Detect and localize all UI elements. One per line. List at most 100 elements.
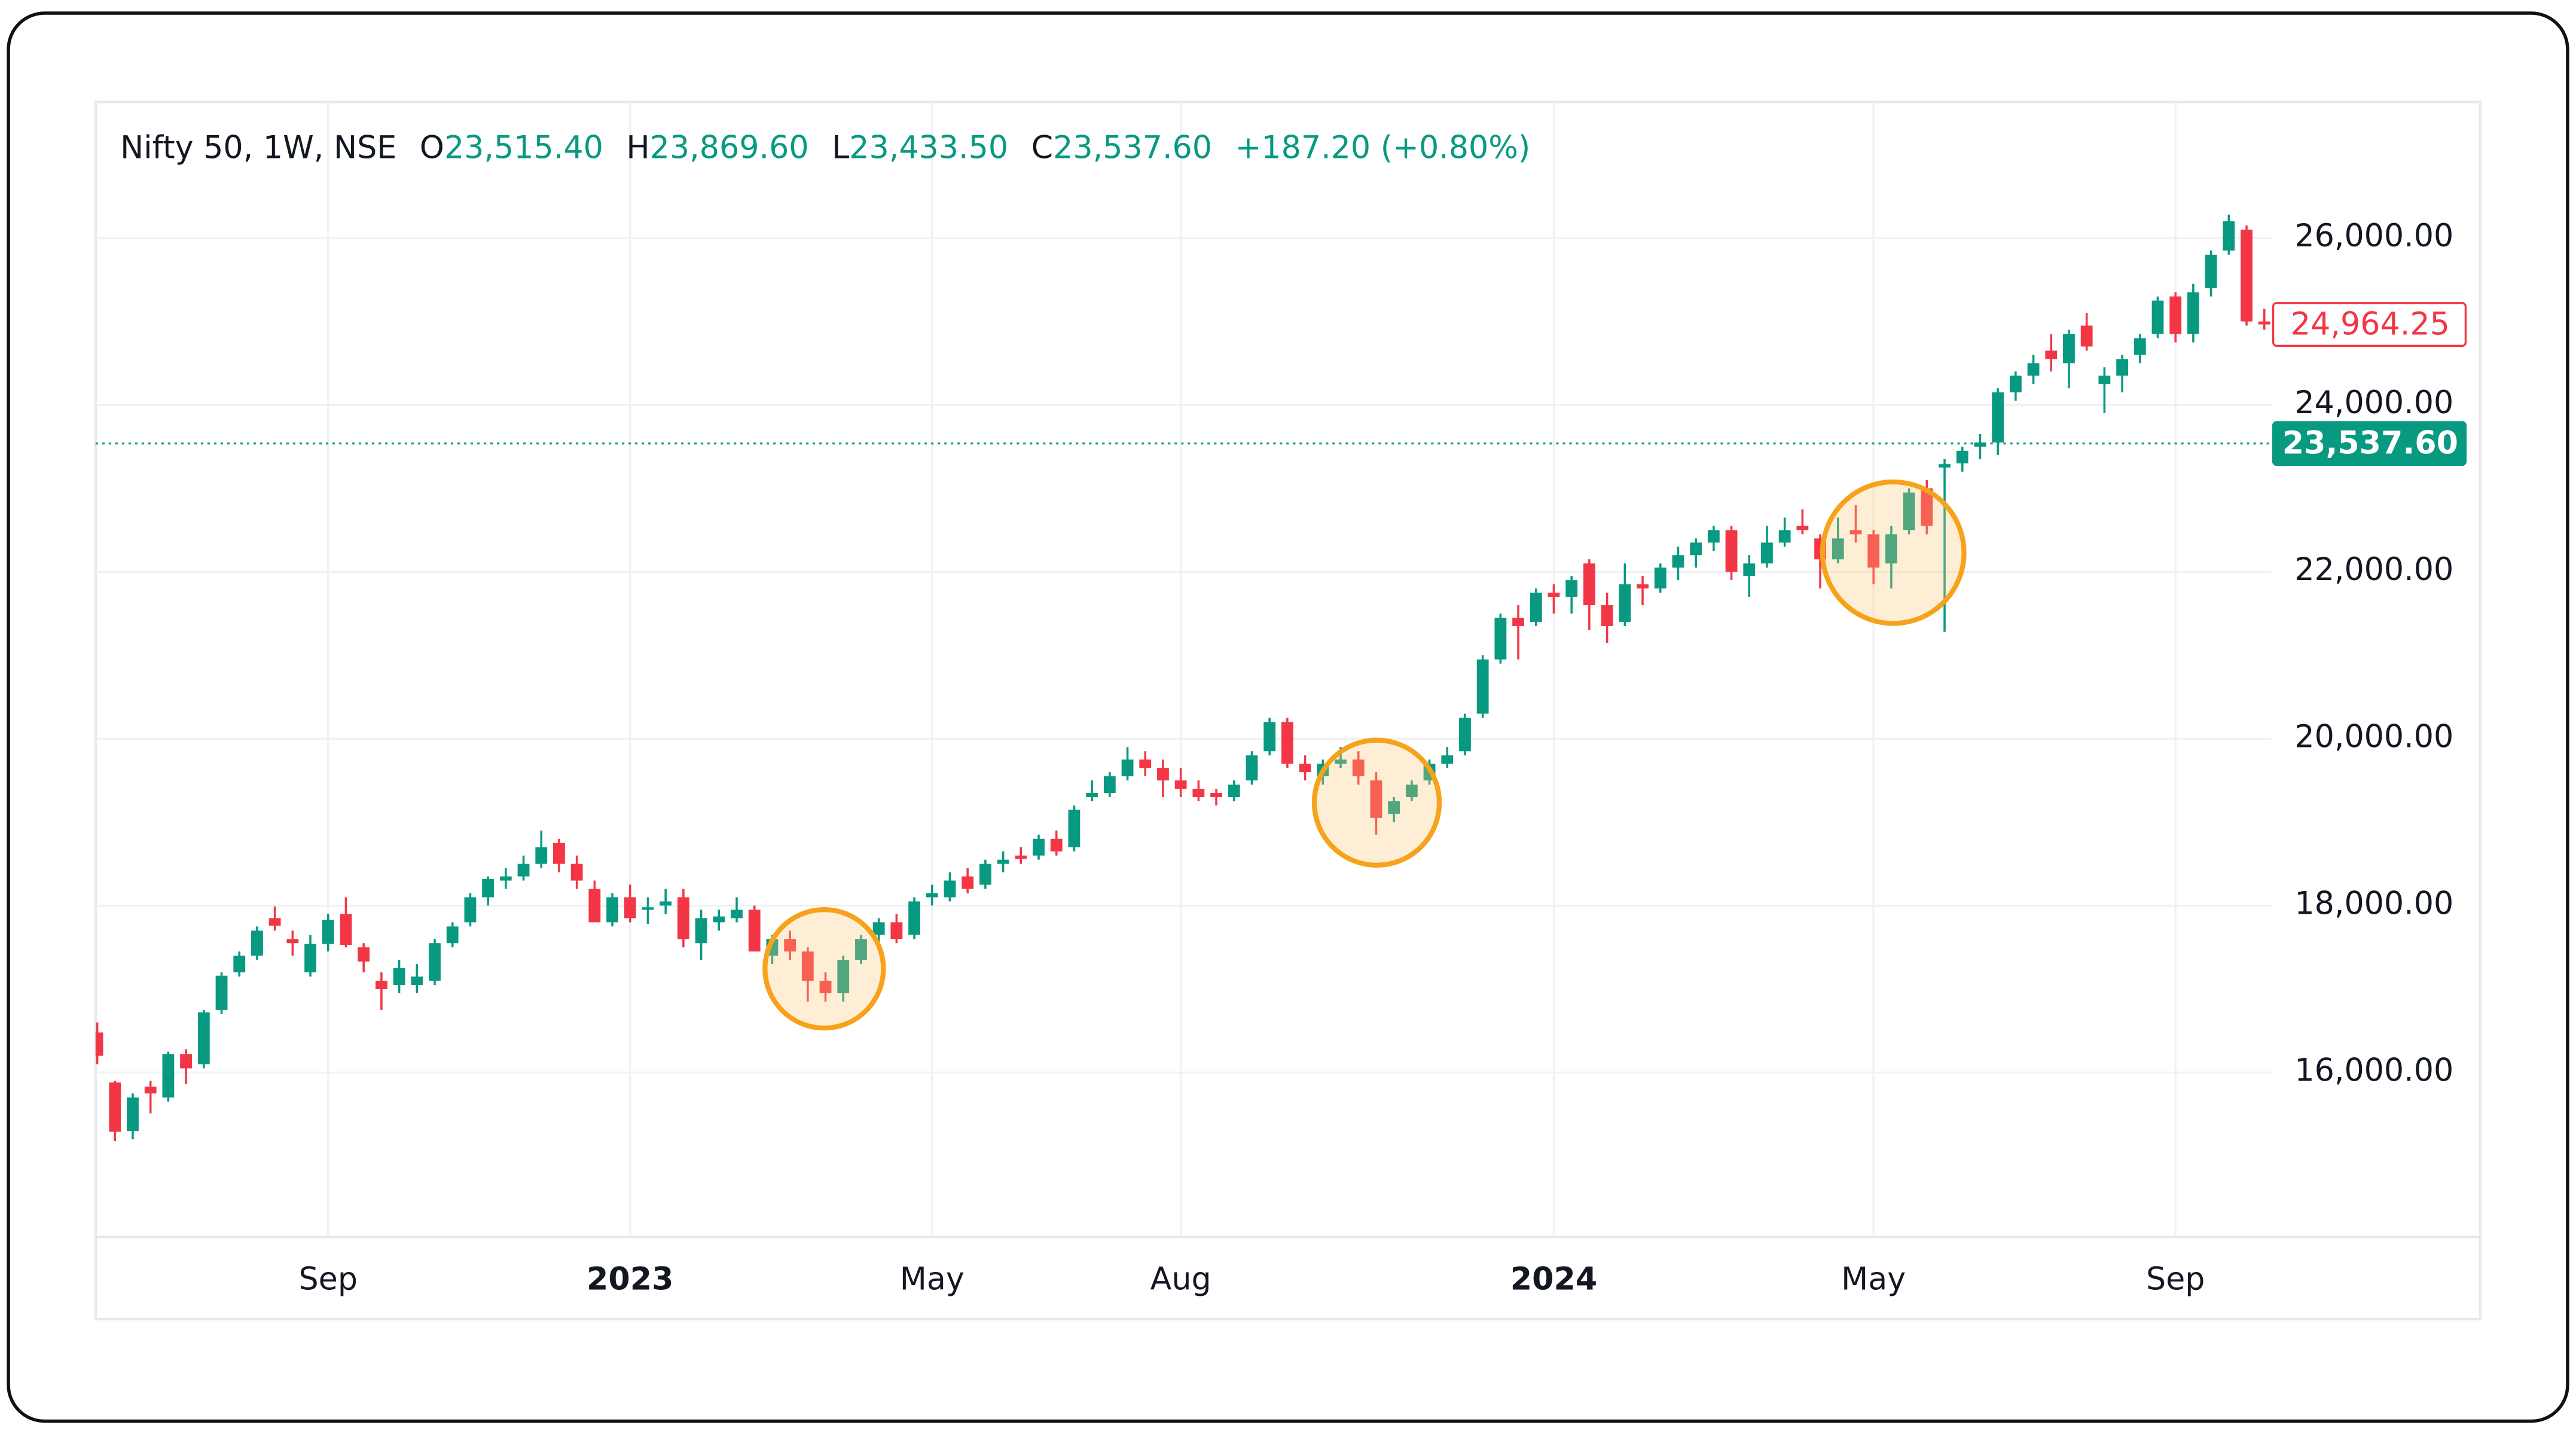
candle-body	[162, 1054, 175, 1098]
candle-body	[1139, 759, 1152, 768]
candle-body	[304, 944, 316, 973]
candle-body	[2027, 363, 2040, 376]
candle-body	[677, 897, 689, 939]
candle-body	[2080, 325, 2093, 347]
candle-body	[1121, 759, 1134, 777]
candle-body	[358, 947, 370, 962]
candle-body	[1707, 530, 1720, 543]
candle-body	[1654, 567, 1667, 589]
legend-value: 23,515.40	[444, 129, 603, 166]
candle-body	[517, 864, 530, 877]
highlight-circle	[1820, 479, 1967, 626]
candle-body	[1246, 755, 1258, 781]
candle-body	[1050, 838, 1063, 852]
candle-body	[1530, 593, 1542, 622]
candle-body	[2223, 221, 2235, 251]
candle-body	[2116, 359, 2128, 376]
y-tick-label: 20,000.00	[2294, 718, 2453, 755]
candle-body	[1299, 764, 1311, 773]
candle-body	[1992, 392, 2004, 443]
candle-body	[1637, 584, 1649, 589]
candle-body	[872, 922, 885, 935]
highlights	[762, 479, 1967, 1031]
candle-body	[784, 939, 796, 952]
x-tick-label: Sep	[299, 1261, 358, 1298]
candle-body	[962, 876, 974, 889]
candle-body	[2063, 334, 2075, 364]
y-tick-label: 18,000.00	[2294, 885, 2453, 922]
price-label: 23,537.60	[2282, 425, 2458, 461]
candle-body	[1690, 542, 1702, 556]
candle-body	[2241, 230, 2253, 322]
candle-body	[890, 922, 903, 939]
candle-body	[1210, 793, 1222, 797]
y-tick-label: 22,000.00	[2294, 551, 2453, 588]
candle-body	[606, 897, 618, 923]
candle-body	[429, 943, 441, 981]
candle-body	[979, 864, 991, 885]
candle-body	[127, 1097, 139, 1131]
candle-body	[553, 843, 565, 864]
candle-body	[588, 889, 601, 923]
price-label: 24,964.25	[2291, 306, 2450, 342]
candle-body	[2098, 376, 2111, 385]
legend-value: 23,433.50	[849, 129, 1008, 166]
candle-body	[215, 975, 228, 1010]
candle-body	[1921, 488, 1933, 526]
candle-body	[713, 916, 725, 923]
candle-body	[180, 1054, 193, 1069]
candle-body	[997, 859, 1009, 864]
candle-body	[95, 1032, 103, 1056]
candle-body	[624, 897, 636, 919]
candle-body	[1068, 809, 1081, 847]
y-tick-label: 26,000.00	[2294, 218, 2453, 254]
x-tick-label: May	[1841, 1261, 1906, 1298]
candle-body	[2169, 296, 2182, 334]
legend-value: 23,869.60	[650, 129, 809, 166]
candle-body	[1441, 755, 1454, 764]
candle-body	[1956, 450, 1968, 463]
x-tick-label: May	[900, 1261, 965, 1298]
candle-body	[393, 968, 405, 985]
candle-body	[837, 960, 850, 993]
candle-body	[926, 893, 938, 898]
legend-symbol: Nifty 50, 1W, NSE	[120, 129, 396, 166]
legend-change: +187.20 (+0.80%)	[1235, 129, 1531, 166]
candle-body	[2045, 350, 2058, 359]
candle-body	[1778, 530, 1791, 543]
candle-body	[1476, 659, 1489, 714]
candle-body	[1459, 718, 1471, 752]
candle-body	[1015, 855, 1027, 859]
candle-body	[1974, 442, 1986, 447]
candle-body	[286, 939, 299, 944]
candle-body	[322, 920, 334, 944]
x-tick-label: Sep	[2146, 1261, 2205, 1298]
legend-key: O	[420, 129, 444, 166]
candle-body	[1796, 526, 1809, 530]
candle-body	[660, 901, 672, 906]
legend-key: L	[832, 129, 849, 166]
candle-body	[1405, 785, 1418, 797]
price-label-box	[2272, 302, 2467, 347]
candle-body	[801, 951, 814, 981]
candle-body	[251, 930, 263, 956]
candle-body	[1388, 801, 1400, 814]
candle-body	[1743, 563, 1756, 576]
candle-body	[944, 880, 956, 898]
legend-key: C	[1031, 129, 1053, 166]
candle-body	[908, 901, 920, 935]
candle-body	[446, 926, 459, 944]
candle-body	[1494, 617, 1507, 660]
candle-body	[695, 918, 707, 944]
candle-body	[1192, 789, 1205, 797]
candle-body	[1033, 838, 1045, 856]
candle-body	[109, 1082, 121, 1132]
candle-body	[1849, 530, 1862, 535]
candle-body	[2134, 338, 2146, 355]
candle-body	[2009, 376, 2022, 393]
candle-body	[2258, 321, 2270, 325]
x-tick-label: Aug	[1150, 1261, 1211, 1298]
candle-body	[1174, 780, 1187, 789]
candle-body	[1601, 605, 1613, 626]
x-tick-label: 2024	[1510, 1261, 1597, 1298]
